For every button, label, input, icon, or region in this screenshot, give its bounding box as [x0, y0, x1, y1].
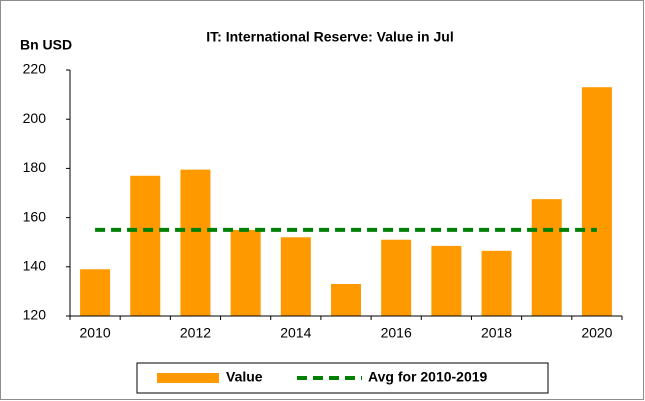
legend-label: Value	[226, 369, 263, 385]
bar	[381, 239, 412, 316]
y-tick-label: 200	[23, 110, 47, 126]
bar	[581, 87, 612, 316]
legend-swatch	[157, 373, 219, 383]
y-axis-label: Bn USD	[20, 37, 72, 53]
x-tick-label: 2010	[80, 325, 111, 341]
y-tick-label: 160	[23, 208, 47, 224]
bar	[130, 175, 161, 316]
y-tick-label: 120	[23, 307, 47, 323]
bar	[331, 284, 361, 316]
x-tick-label: 2014	[280, 325, 311, 341]
bar	[180, 169, 211, 316]
y-tick-label: 220	[23, 61, 47, 77]
y-tick-label: 140	[23, 258, 47, 274]
chart-title: IT: International Reserve: Value in Jul	[206, 29, 453, 45]
bar	[230, 229, 261, 316]
x-tick-label: 2012	[180, 325, 211, 341]
bar	[80, 269, 111, 316]
bar	[531, 199, 562, 316]
x-tick-label: 2020	[581, 325, 612, 341]
legend-label: Avg for 2010-2019	[368, 369, 488, 385]
bar	[280, 237, 311, 316]
y-tick-label: 180	[23, 159, 47, 175]
x-tick-label: 2016	[381, 325, 412, 341]
bar	[431, 245, 462, 316]
x-tick-label: 2018	[481, 325, 512, 341]
bar	[481, 250, 512, 316]
